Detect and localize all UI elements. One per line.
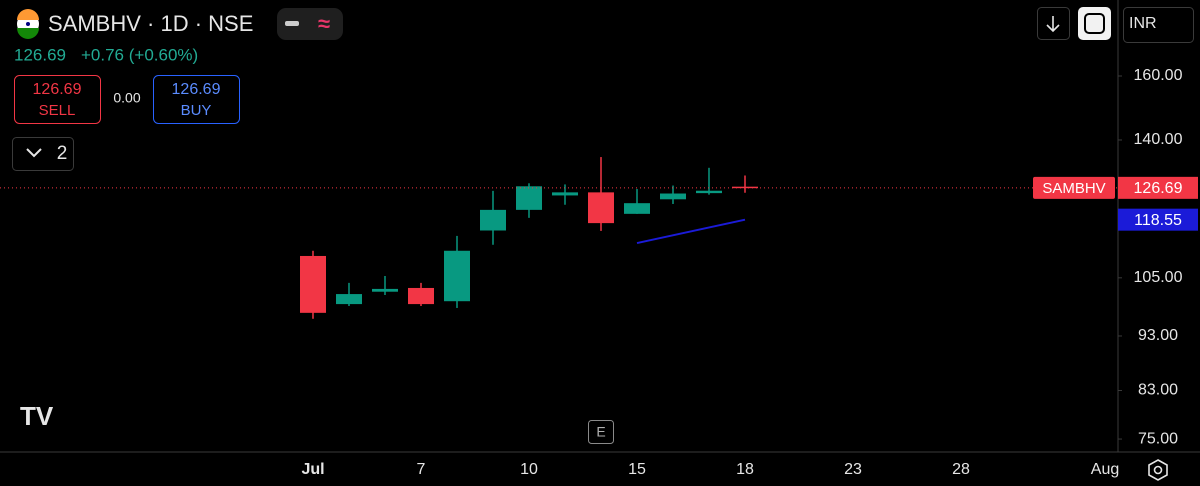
symbol-badge <box>1033 176 1115 199</box>
candle-body <box>552 192 578 196</box>
buy-label: BUY <box>181 102 212 119</box>
y-tick-label: 105.00 <box>1134 269 1183 286</box>
buy-price: 126.69 <box>172 81 221 98</box>
sell-price: 126.69 <box>33 81 82 98</box>
flag-top <box>17 9 39 20</box>
indicators-toggle[interactable] <box>12 137 74 171</box>
logo: TV <box>20 401 54 431</box>
candle-body <box>444 250 470 302</box>
fullscreen-button[interactable] <box>1078 7 1111 40</box>
y-tick-label: 160.00 <box>1134 67 1183 84</box>
wave-icon: ≈ <box>318 11 330 36</box>
y-tick-label: 93.00 <box>1138 327 1178 344</box>
event-marker[interactable] <box>588 420 614 444</box>
candle-body <box>696 190 722 194</box>
symbol-title[interactable]: SAMBHV · 1D · NSE <box>48 11 253 36</box>
candle-body <box>660 193 686 200</box>
buy-button[interactable] <box>153 75 240 124</box>
arrow-icon <box>1046 16 1060 33</box>
event-marker-label: E <box>596 424 605 440</box>
settings-icon[interactable] <box>1148 459 1168 481</box>
symbol-badge-label: SAMBHV <box>1042 180 1105 197</box>
x-tick-label: 18 <box>736 461 754 478</box>
x-tick-label: 15 <box>628 461 646 478</box>
mode-toggle[interactable] <box>277 8 343 40</box>
chevron-icon <box>26 148 42 158</box>
x-tick-label: 28 <box>952 461 970 478</box>
indicators-count: 2 <box>57 143 68 164</box>
settings-icon-center <box>1153 465 1163 475</box>
x-tick-label: 7 <box>417 461 426 478</box>
candle-body <box>336 294 362 305</box>
candle-body <box>372 288 398 292</box>
trendline-label: 118.55 <box>1134 212 1182 229</box>
currency-label: INR <box>1129 15 1157 32</box>
candle-body <box>480 209 506 231</box>
trendline-badge <box>1118 208 1198 231</box>
y-tick-label: 75.00 <box>1138 430 1178 447</box>
y-tick-label: 140.00 <box>1134 131 1183 148</box>
flag-wheel <box>26 22 30 26</box>
y-tick-label: 83.00 <box>1138 382 1178 399</box>
x-tick-label: Aug <box>1091 461 1119 478</box>
trendline <box>636 218 746 245</box>
candle-body <box>588 192 614 224</box>
candle-body <box>300 255 326 313</box>
candle-body <box>516 186 542 210</box>
fullscreen-icon <box>1084 13 1105 34</box>
x-tick-label: Jul <box>301 461 324 478</box>
candle-body <box>624 203 650 214</box>
last-price-badge <box>1118 176 1198 199</box>
sell-label: SELL <box>39 102 76 119</box>
flag-bottom <box>17 28 39 39</box>
last-price: 126.69 <box>14 45 66 64</box>
sell-button[interactable] <box>14 75 101 124</box>
x-tick-label: 23 <box>844 461 862 478</box>
spread: 0.00 <box>113 90 140 106</box>
price-change: +0.76 (+0.60%) <box>81 45 198 64</box>
minus-icon <box>285 21 299 26</box>
candle-body <box>408 287 434 305</box>
currency-button[interactable] <box>1123 7 1194 43</box>
last-price-label: 126.69 <box>1134 180 1183 197</box>
x-tick-label: 10 <box>520 461 538 478</box>
